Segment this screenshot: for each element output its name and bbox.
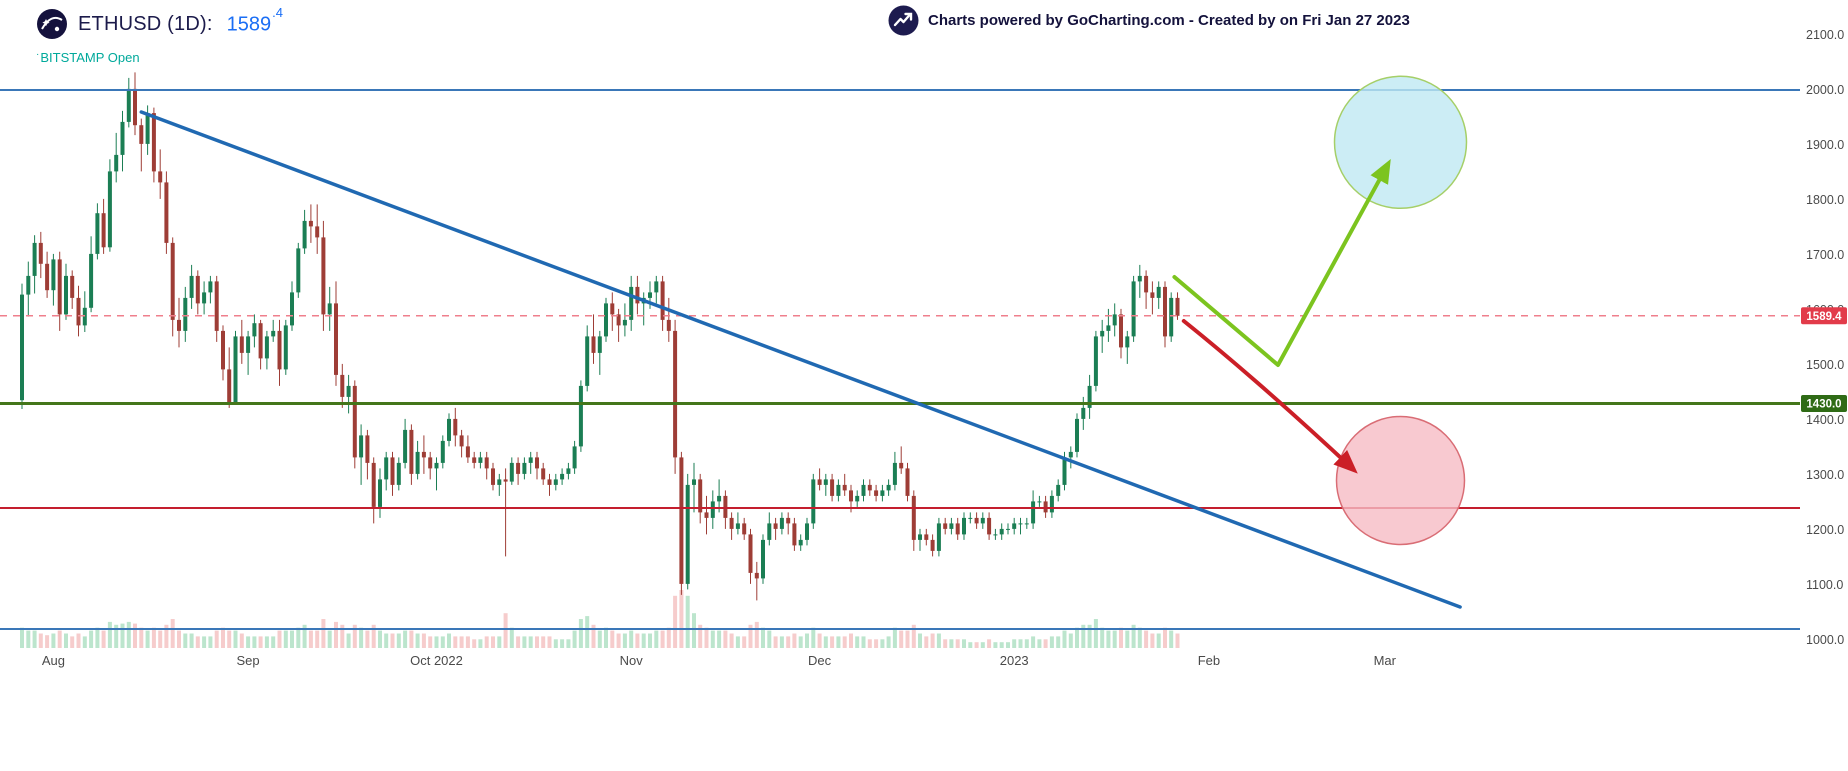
attribution-text: Charts powered by GoCharting.com - Creat… [928, 12, 1410, 29]
status-dot: · [36, 49, 40, 60]
horizontal-levels[interactable] [0, 89, 1800, 630]
price-tick-label: 2000.0 [1806, 83, 1844, 97]
last-price: 1589.4 [226, 5, 283, 37]
svg-text:1589.4: 1589.4 [1806, 311, 1842, 323]
symbol-title: ETHUSD (1D): [78, 12, 213, 35]
price-tick-label: 1900.0 [1806, 138, 1844, 152]
time-tick-label: Nov [620, 653, 644, 668]
bearish-target-circle[interactable] [1335, 415, 1466, 546]
level-price-tag: 1430.0 [1801, 395, 1847, 412]
bearish-scenario-arrow[interactable] [1181, 319, 1358, 474]
attribution: Charts powered by GoCharting.com - Creat… [888, 5, 1410, 36]
exchange-status: ·BITSTAMP Open [36, 49, 140, 65]
svg-text:1430.0: 1430.0 [1806, 399, 1841, 411]
descending-trendline[interactable] [139, 110, 1462, 609]
price-tick-label: 1400.0 [1806, 413, 1844, 427]
current-price-tag: 1589.4 [1801, 307, 1847, 325]
time-tick-label: Oct 2022 [410, 653, 463, 668]
price-tick-label: 1500.0 [1806, 358, 1844, 372]
time-tick-label: Aug [42, 653, 65, 668]
exchange-status-label: BITSTAMP Open [40, 50, 140, 65]
price-tick-label: 1200.0 [1806, 523, 1844, 537]
time-axis[interactable]: Aug Sep Oct 2022 Nov Dec 2023 Feb Mar [42, 653, 1397, 668]
price-axis[interactable]: 1000.01100.01200.01300.01400.01500.01600… [1806, 28, 1844, 647]
time-tick-label: 2023 [1000, 653, 1029, 668]
price-tick-label: 1300.0 [1806, 468, 1844, 482]
last-price-main: 1589 [226, 13, 272, 36]
bullish-target-circle[interactable] [1333, 75, 1468, 210]
price-tick-label: 1000.0 [1806, 633, 1844, 647]
time-tick-label: Sep [237, 653, 260, 668]
bullish-scenario-arrow[interactable] [1172, 159, 1391, 367]
price-tick-label: 1800.0 [1806, 193, 1844, 207]
time-tick-label: Dec [808, 653, 832, 668]
volume-bars [20, 590, 1180, 648]
candlesticks [20, 72, 1180, 601]
brand: ETHUSD (1D): 1589.4 [36, 5, 283, 40]
brand-logo-icon[interactable] [36, 8, 68, 40]
time-tick-label: Mar [1374, 653, 1397, 668]
last-price-decimal: .4 [272, 5, 283, 21]
gocharting-icon [888, 5, 919, 36]
time-tick-label: Feb [1198, 653, 1220, 668]
price-tick-label: 1700.0 [1806, 248, 1844, 262]
price-tick-label: 1100.0 [1806, 578, 1843, 592]
price-tick-label: 2100.0 [1806, 28, 1844, 42]
